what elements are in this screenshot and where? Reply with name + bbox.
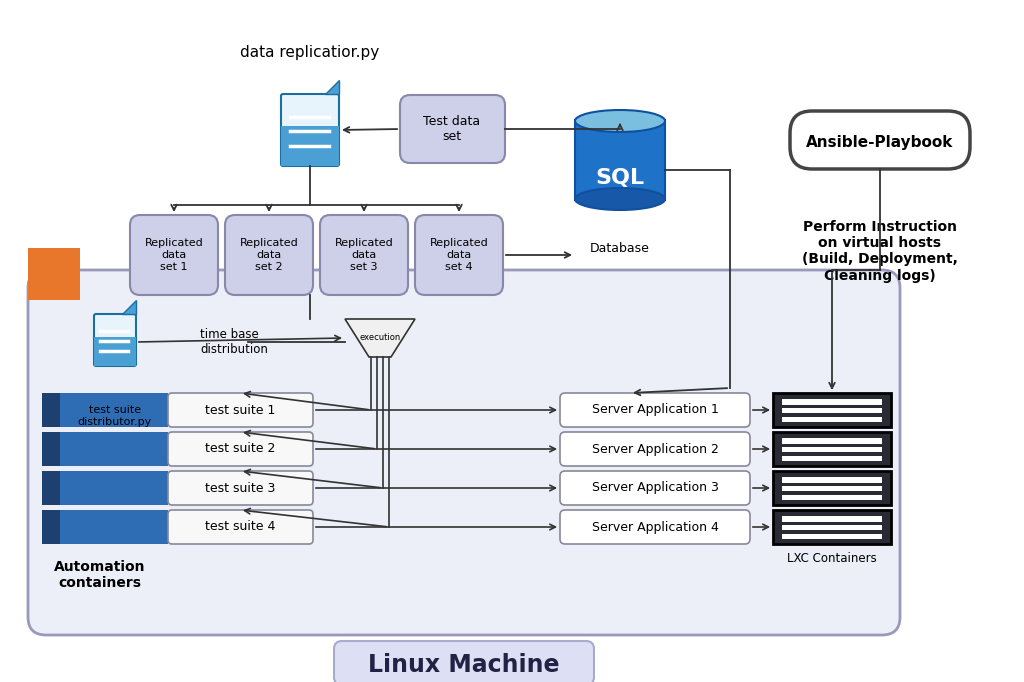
FancyBboxPatch shape bbox=[560, 432, 750, 466]
Bar bbox=[782, 456, 882, 461]
Bar bbox=[773, 432, 891, 466]
Text: test suite 3: test suite 3 bbox=[205, 481, 275, 494]
Text: Ansible-Playbook: Ansible-Playbook bbox=[806, 134, 953, 149]
Text: test suite 4: test suite 4 bbox=[205, 520, 275, 533]
Text: Replicated
data
set 1: Replicated data set 1 bbox=[144, 239, 204, 271]
Bar bbox=[782, 447, 882, 452]
Text: Automation
containers: Automation containers bbox=[54, 560, 145, 590]
Text: Database: Database bbox=[590, 242, 650, 255]
Bar bbox=[782, 477, 882, 483]
Bar bbox=[782, 534, 882, 539]
Ellipse shape bbox=[575, 188, 665, 210]
FancyBboxPatch shape bbox=[560, 393, 750, 427]
Text: data replicatior.py: data replicatior.py bbox=[241, 44, 380, 59]
Text: time base
distribution: time base distribution bbox=[200, 328, 268, 356]
Text: test suite 1: test suite 1 bbox=[205, 404, 275, 417]
FancyBboxPatch shape bbox=[281, 94, 339, 166]
FancyBboxPatch shape bbox=[168, 432, 313, 466]
Bar bbox=[782, 438, 882, 443]
Bar bbox=[42, 432, 60, 466]
Text: Server Application 2: Server Application 2 bbox=[592, 443, 719, 456]
Bar bbox=[782, 408, 882, 413]
FancyBboxPatch shape bbox=[560, 471, 750, 505]
Bar bbox=[782, 525, 882, 531]
Bar bbox=[28, 248, 80, 300]
Text: test suite
distributor.py: test suite distributor.py bbox=[78, 405, 153, 427]
Bar bbox=[773, 471, 891, 505]
Bar bbox=[42, 393, 60, 427]
Bar bbox=[94, 338, 136, 366]
Ellipse shape bbox=[575, 110, 665, 132]
Text: Replicated
data
set 4: Replicated data set 4 bbox=[430, 239, 488, 271]
Bar bbox=[782, 486, 882, 492]
Polygon shape bbox=[122, 300, 136, 314]
Text: Server Application 3: Server Application 3 bbox=[592, 481, 719, 494]
Text: Replicated
data
set 3: Replicated data set 3 bbox=[335, 239, 393, 271]
Bar bbox=[773, 393, 891, 427]
Bar bbox=[782, 399, 882, 404]
Bar bbox=[782, 516, 882, 522]
Bar bbox=[60, 510, 168, 544]
FancyBboxPatch shape bbox=[790, 111, 970, 169]
FancyBboxPatch shape bbox=[225, 215, 313, 295]
Text: Server Application 4: Server Application 4 bbox=[592, 520, 719, 533]
FancyBboxPatch shape bbox=[319, 215, 408, 295]
Bar bbox=[773, 510, 891, 544]
Text: test suite 2: test suite 2 bbox=[205, 443, 275, 456]
FancyBboxPatch shape bbox=[560, 510, 750, 544]
Text: Linux Machine: Linux Machine bbox=[369, 653, 560, 677]
Bar bbox=[60, 471, 168, 505]
FancyBboxPatch shape bbox=[94, 314, 136, 366]
Bar bbox=[575, 120, 665, 200]
Polygon shape bbox=[345, 319, 415, 357]
FancyBboxPatch shape bbox=[168, 510, 313, 544]
FancyBboxPatch shape bbox=[28, 270, 900, 635]
Polygon shape bbox=[325, 80, 339, 94]
Bar bbox=[60, 432, 168, 466]
Bar bbox=[60, 393, 168, 427]
Text: SQL: SQL bbox=[595, 168, 644, 188]
FancyBboxPatch shape bbox=[415, 215, 503, 295]
FancyBboxPatch shape bbox=[130, 215, 218, 295]
Bar bbox=[782, 495, 882, 500]
Bar bbox=[42, 471, 60, 505]
Text: Server Application 1: Server Application 1 bbox=[592, 404, 719, 417]
FancyBboxPatch shape bbox=[334, 641, 594, 682]
FancyBboxPatch shape bbox=[168, 471, 313, 505]
Text: Test data
set: Test data set bbox=[424, 115, 480, 143]
FancyBboxPatch shape bbox=[168, 393, 313, 427]
Text: execution: execution bbox=[359, 333, 400, 342]
Bar bbox=[42, 510, 60, 544]
Bar bbox=[281, 126, 339, 166]
Text: LXC Containers: LXC Containers bbox=[787, 552, 877, 565]
Text: Replicated
data
set 2: Replicated data set 2 bbox=[240, 239, 298, 271]
Text: Perform Instruction
on virtual hosts
(Build, Deployment,
Cleaning logs): Perform Instruction on virtual hosts (Bu… bbox=[802, 220, 957, 282]
Bar bbox=[782, 417, 882, 422]
FancyBboxPatch shape bbox=[400, 95, 505, 163]
